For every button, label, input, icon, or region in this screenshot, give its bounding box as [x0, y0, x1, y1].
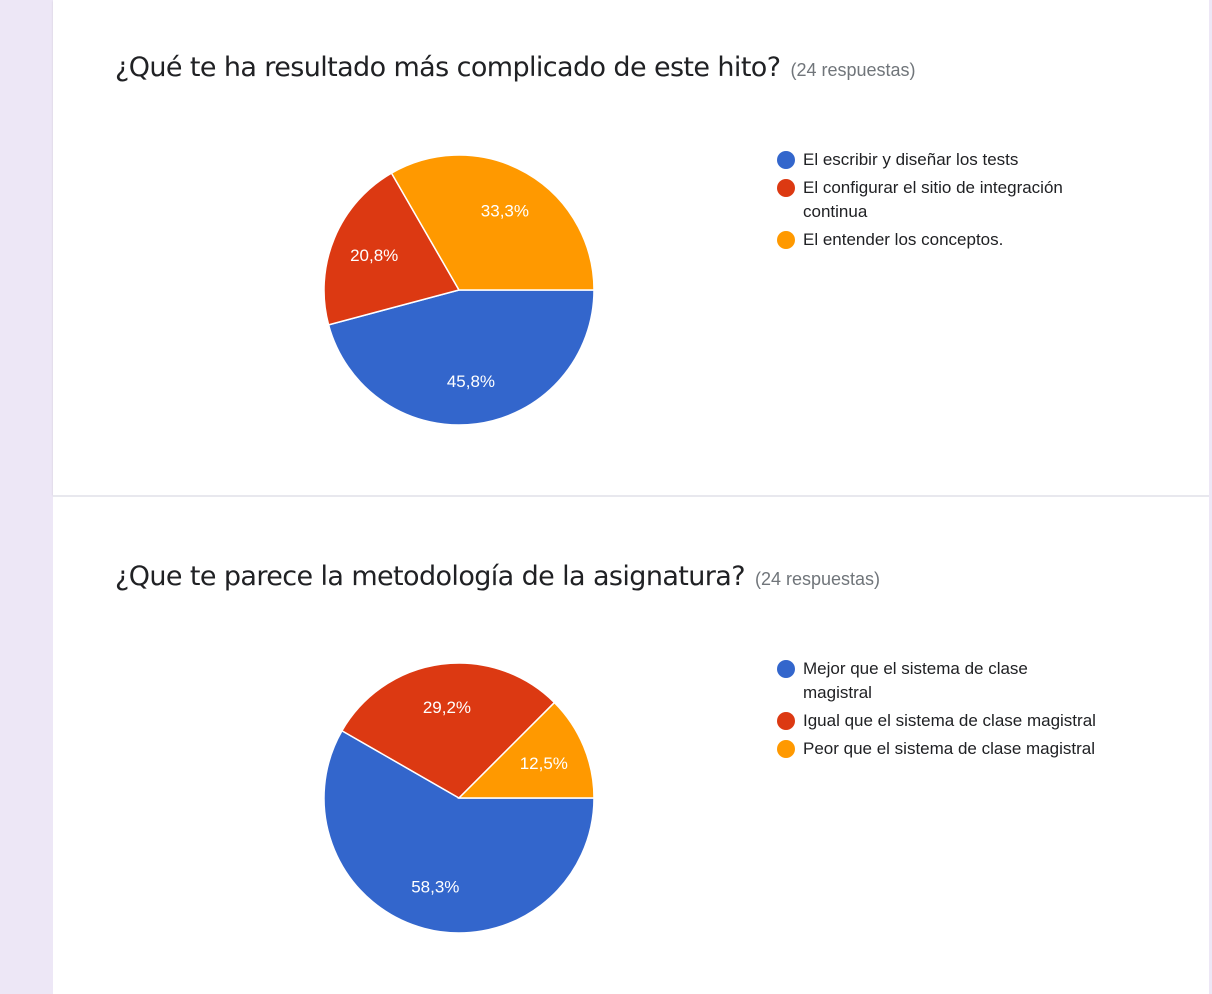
response-count: (24 respuestas) — [790, 60, 916, 80]
legend-item: Igual que el sistema de clase magistral — [777, 709, 1097, 733]
question-title: ¿Qué te ha resultado más complicado de e… — [115, 52, 916, 83]
card-divider — [53, 495, 1209, 497]
legend-label: El entender los conceptos. — [803, 230, 1004, 249]
legend-label: Igual que el sistema de clase magistral — [803, 711, 1096, 730]
legend-item: El entender los conceptos. — [777, 228, 1097, 252]
legend-item: El escribir y diseñar los tests — [777, 148, 1097, 172]
pie-slice — [340, 662, 556, 799]
response-count: (24 respuestas) — [754, 569, 881, 589]
legend-dot — [777, 151, 795, 169]
pie-slice — [323, 729, 595, 934]
question-card: ¿Que te parece la metodología de la asig… — [53, 497, 1209, 994]
legend-dot — [777, 660, 795, 678]
legend-dot — [777, 740, 795, 758]
pie-chart: 45,8% 20,8% 33,3% — [323, 154, 595, 426]
slice-percent-label: 33,3% — [481, 201, 529, 220]
slice-percent-label: 29,2% — [423, 698, 471, 717]
legend-label: El escribir y diseñar los tests — [803, 150, 1019, 169]
slice-percent-label: 45,8% — [447, 372, 495, 391]
page-edge — [1209, 0, 1212, 994]
chart-legend: El escribir y diseñar los tests El config… — [777, 148, 1097, 256]
legend-label: El configurar el sitio de integración co… — [803, 178, 1063, 221]
slice-percent-label: 12,5% — [520, 754, 568, 773]
legend-label: Mejor que el sistema de clase magistral — [803, 659, 1028, 702]
pie-slice — [327, 289, 595, 426]
legend-dot — [777, 179, 795, 197]
slice-percent-label: 20,8% — [350, 246, 398, 265]
legend-dot — [777, 231, 795, 249]
legend-label: Peor que el sistema de clase magistral — [803, 739, 1095, 758]
pie-slice — [457, 701, 595, 799]
pie-slice — [390, 154, 595, 291]
legend-item: El configurar el sitio de integración co… — [777, 176, 1097, 224]
question-card: ¿Qué te ha resultado más complicado de e… — [53, 0, 1209, 495]
slice-percent-label: 58,3% — [411, 878, 459, 897]
legend-dot — [777, 712, 795, 730]
chart-legend: Mejor que el sistema de clase magistral I… — [777, 657, 1097, 765]
pie-chart: 58,3% 29,2% 12,5% — [323, 662, 595, 934]
legend-item: Peor que el sistema de clase magistral — [777, 737, 1097, 761]
pie-slice — [323, 172, 461, 326]
question-title: ¿Que te parece la metodología de la asig… — [115, 561, 881, 592]
legend-item: Mejor que el sistema de clase magistral — [777, 657, 1097, 705]
